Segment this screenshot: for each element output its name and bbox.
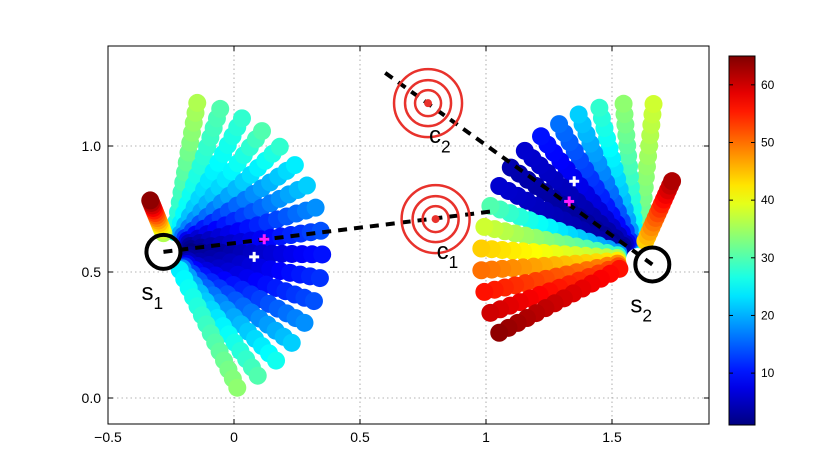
sensor-s1 [144, 232, 183, 271]
target-ring-1 [400, 183, 471, 255]
star-marker-1 [259, 234, 270, 245]
sensor-s1-label: s1 [141, 279, 163, 313]
fan-2-point-12-13 [472, 261, 491, 280]
x-tick-label: 0.5 [350, 429, 370, 445]
star-marker-2 [249, 251, 260, 262]
fan-1-point-3-13 [252, 122, 271, 141]
target-ring-2 [411, 194, 460, 244]
target-c1-label-letter: c [437, 238, 449, 265]
sensor-s2-label-subscript: 2 [642, 306, 652, 326]
fan-2-point-2-13 [590, 98, 609, 117]
colorbar-tick-label: 50 [761, 135, 775, 149]
target-ring-3 [421, 204, 450, 234]
target-c2 [392, 67, 464, 139]
y-axis-ticks: 0.0 0.5 1.0 [82, 138, 709, 406]
target-c2-label-letter: c [429, 122, 441, 149]
sensor-s2 [633, 245, 672, 284]
colorbar: 10 20 30 40 50 60 [728, 55, 775, 426]
sensor-s1-label-letter: s [141, 279, 153, 306]
fan-1-point-17-13 [141, 191, 160, 210]
target-center [424, 99, 433, 108]
fan-1-point-2-13 [232, 109, 251, 128]
colorbar-gradient [728, 55, 756, 426]
fan-1-point-10-13 [310, 269, 329, 288]
fan-2-point-5-13 [532, 127, 551, 146]
fan-2-point-3-13 [569, 105, 588, 124]
star-marker-3 [564, 196, 575, 207]
y-tick-label: 1.0 [82, 138, 102, 154]
fan-1-point-13-13 [282, 333, 301, 352]
colorbar-tick-label: 60 [761, 78, 775, 92]
fan-2-point-8-13 [490, 177, 509, 196]
colorbar-tick-label: 20 [761, 308, 775, 322]
target-ring-3 [413, 88, 443, 118]
sensor-s2-label: s2 [630, 291, 652, 325]
plot-area [141, 67, 682, 397]
fan-2-point-6-13 [515, 141, 534, 160]
fan-1-point-15-13 [248, 366, 267, 385]
fan-2-point-7-13 [501, 158, 520, 177]
x-tick-label: 1.5 [602, 429, 622, 445]
scatter-points [141, 93, 682, 397]
target-c2-label-subscript: 2 [441, 136, 451, 156]
fan-1-point-6-13 [297, 176, 316, 195]
fan-2-point-13-13 [475, 282, 494, 301]
fan-2-point-4-13 [550, 115, 569, 134]
fan-1-point-8-13 [311, 221, 330, 240]
y-tick-label: 0.0 [82, 390, 102, 406]
fan-1-point-12-13 [295, 313, 314, 332]
fan-1-point-7-13 [306, 198, 325, 217]
sensor-s1-label-subscript: 1 [153, 293, 163, 313]
fan-2-point-16-13 [663, 172, 682, 191]
plot-frame [107, 45, 710, 425]
target-c1-label-subscript: 1 [449, 252, 459, 272]
star-markers [249, 176, 580, 262]
fan-1-point-5-13 [285, 156, 304, 175]
colorbar-tick-label: 40 [761, 193, 775, 207]
target-ring-2 [403, 78, 453, 128]
colorbar-tick-label: 30 [761, 251, 775, 265]
target-c1 [400, 183, 471, 255]
target-markers [392, 67, 471, 255]
fan-1-point-14-13 [267, 351, 286, 370]
colorbar-tick-label: 10 [761, 366, 775, 380]
fan-2-point-1-13 [614, 94, 633, 113]
y-tick-label: 0.5 [82, 264, 102, 280]
x-tick-label: 0 [230, 429, 238, 445]
x-tick-label: −0.5 [94, 429, 122, 445]
fan-1-point-11-13 [304, 292, 323, 311]
x-axis-ticks: −0.5 0 0.5 1 1.5 [94, 46, 622, 445]
target-c1-label: c1 [437, 238, 459, 272]
fan-2-point-11-13 [472, 239, 491, 258]
fan-1-point-1-13 [211, 99, 230, 118]
fan-1-point-16-13 [228, 378, 247, 397]
fan-2-point-10-13 [475, 217, 494, 236]
sensor-s2-label-letter: s [630, 291, 642, 318]
fan-2-point-0-13 [644, 95, 663, 114]
fan-2-point-14-13 [481, 303, 500, 322]
fan-1-point-0-13 [188, 93, 207, 112]
x-tick-label: 1 [482, 429, 490, 445]
fan-1-point-9-13 [313, 245, 332, 264]
fan-1-point-4-13 [270, 137, 289, 156]
target-c2-label: c2 [429, 122, 451, 156]
sensor-markers [144, 232, 672, 284]
fan-2-point-15-13 [490, 323, 509, 342]
star-marker-4 [569, 176, 580, 187]
target-ring-1 [392, 67, 464, 139]
target-center [431, 215, 440, 224]
